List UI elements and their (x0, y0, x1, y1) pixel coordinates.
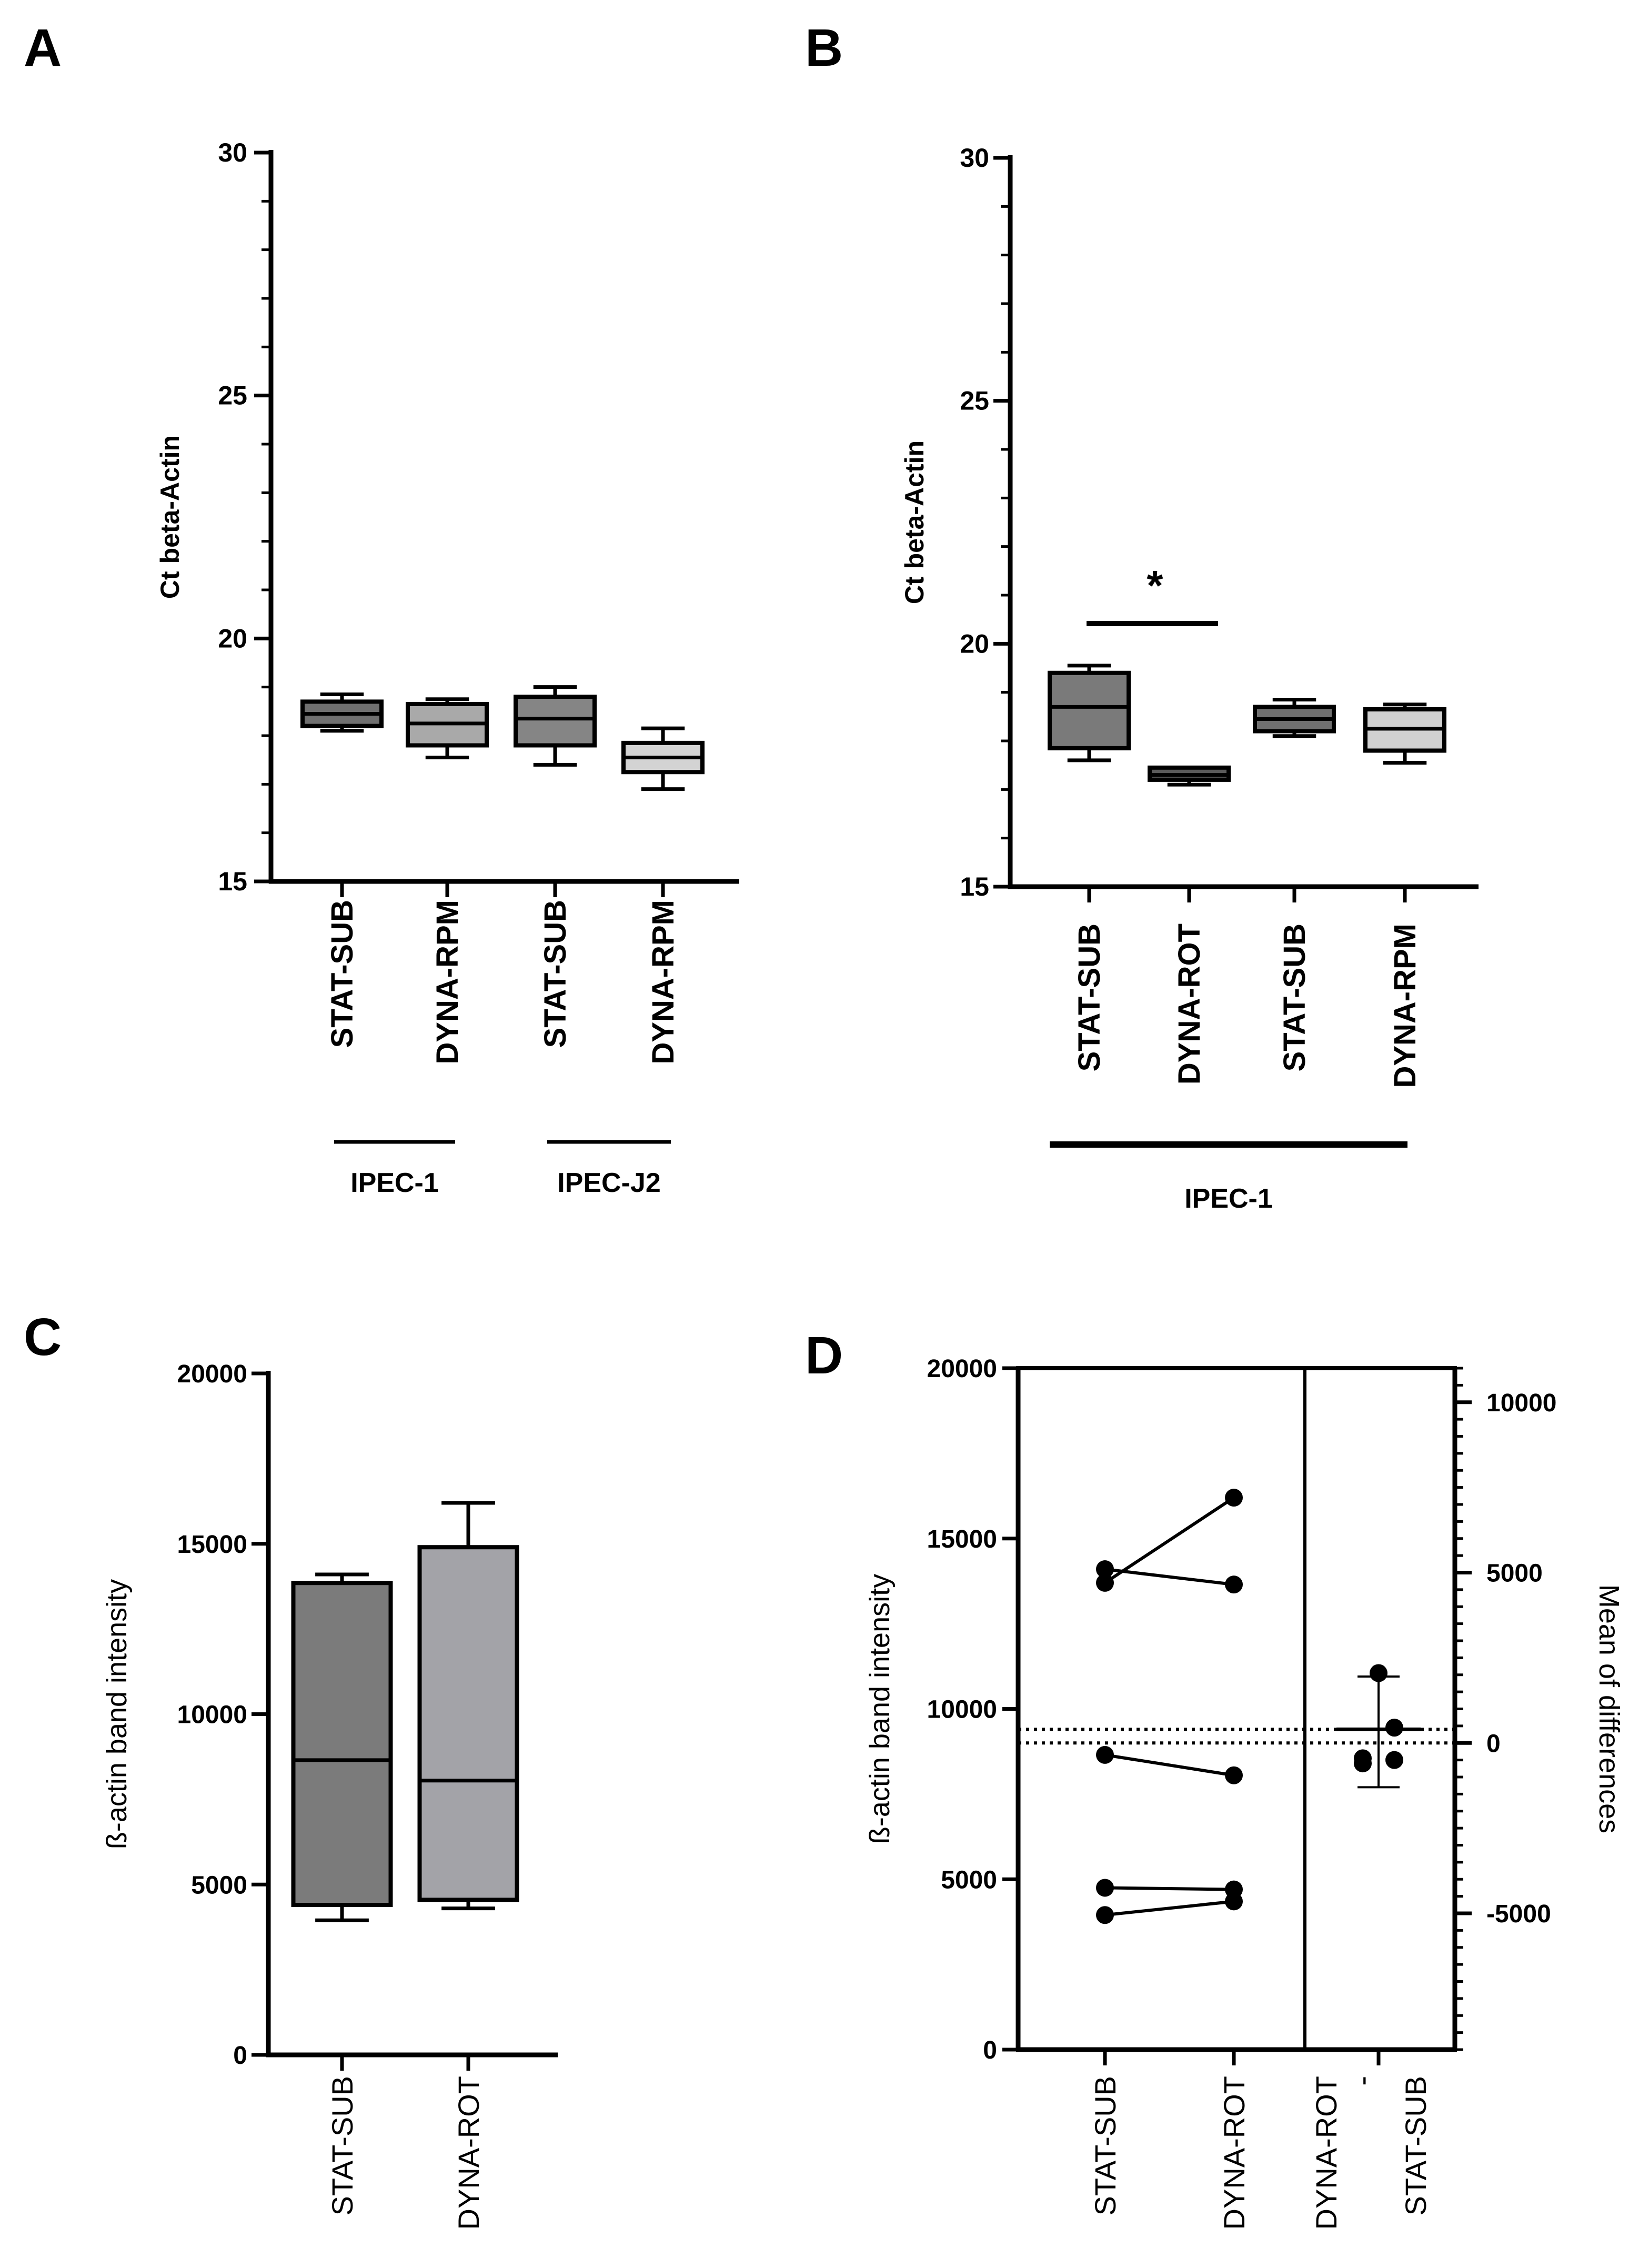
panel-d-point-dyna-rot (1225, 1575, 1243, 1594)
panel-d-right-tick-label: -5000 (1486, 1900, 1551, 1928)
panel-a-category-label: STAT-SUB (325, 900, 359, 1048)
panel-a-category-label: DYNA-RPM (646, 900, 680, 1065)
panel-a-tick-label: 25 (218, 381, 247, 410)
panel-d: 0 5000 10000 15000 20000 -5000 0 5000 10000 ß-act… (864, 1355, 1625, 2230)
panel-a-category-label: DYNA-RPM (430, 900, 465, 1065)
panel-d-tick-label: 15000 (927, 1526, 997, 1553)
panel-d-pair-line (1104, 1496, 1235, 1584)
panel-d-right-tick-label: 10000 (1486, 1389, 1556, 1417)
panel-d-difference-point (1354, 1754, 1372, 1773)
panel-b-tick-label: 25 (960, 386, 989, 416)
panel-d-right-axis-title: Mean of differences (1593, 1584, 1625, 1833)
panel-d-y-axis-title: ß-actin band intensity (864, 1574, 896, 1844)
panel-b-tick-label: 30 (960, 143, 989, 173)
panel-d-point-dyna-rot (1225, 1489, 1243, 1507)
panel-d-tick-label: 0 (983, 2036, 997, 2064)
panel-d-pair-line (1104, 1753, 1234, 1777)
panel-c-y-axis-title: ß-actin band intensity (101, 1579, 133, 1849)
panel-c-category-label: DYNA-ROT (452, 2076, 485, 2230)
panel-c-category-label: STAT-SUB (326, 2076, 359, 2216)
panel-a-box (514, 695, 597, 748)
panel-c-tick-label: 10000 (177, 1701, 247, 1729)
panel-b: 15 20 25 30 Ct beta-Actin STAT-SUB DYNA-ROT STA… (900, 143, 1479, 1214)
panel-b-group-label: IPEC-1 (1184, 1183, 1273, 1214)
panel-d-point-dyna-rot (1225, 1766, 1243, 1784)
panel-a-tick-label: 15 (218, 867, 247, 896)
panel-letter-c: C (24, 1308, 62, 1367)
panel-letter-a: A (24, 18, 62, 77)
panel-a-y-axis-title: Ct beta-Actin (155, 435, 185, 599)
panel-a-group-label: IPEC-J2 (557, 1168, 661, 1198)
panel-c-tick-label: 5000 (191, 1871, 247, 1899)
panel-d-pair-line (1104, 1568, 1234, 1587)
panel-d-diff-label-b: STAT-SUB (1399, 2076, 1432, 2216)
panel-c-tick-label: 15000 (177, 1531, 247, 1559)
panel-a-group-label: IPEC-1 (350, 1168, 439, 1198)
panel-b-box (1048, 670, 1131, 750)
panel-d-point-dyna-rot (1225, 1892, 1243, 1911)
panel-d-right-tick-label: 0 (1486, 1730, 1501, 1758)
panel-b-significance-label: * (1147, 562, 1163, 609)
panel-d-diff-label-a: DYNA-ROT (1310, 2076, 1343, 2230)
panel-d-point-stat-sub (1096, 1879, 1114, 1897)
panel-letter-b: B (805, 18, 843, 77)
panel-d-pair-line (1104, 1900, 1234, 1917)
panel-d-category-label: DYNA-ROT (1218, 2076, 1251, 2230)
panel-a: 15 20 25 30 Ct beta-Actin STAT-SUB DYNA-RPM STA… (155, 138, 739, 1198)
panel-a-tick-label: 30 (218, 138, 247, 167)
panel-d-point-stat-sub (1096, 1906, 1114, 1924)
panel-d-diff-label-minus: - (1345, 2076, 1379, 2086)
panel-d-tick-label: 10000 (927, 1696, 997, 1724)
panel-c-tick-label: 20000 (177, 1360, 247, 1388)
panel-c-box (417, 1545, 519, 1902)
panel-c: 0 5000 10000 15000 20000 ß-actin band intensi… (101, 1360, 558, 2230)
panel-d-point-stat-sub (1096, 1573, 1114, 1592)
panel-d-point-stat-sub (1096, 1745, 1114, 1764)
panel-d-tick-label: 5000 (941, 1866, 997, 1894)
panel-letter-d: D (805, 1326, 843, 1385)
panel-b-category-label: STAT-SUB (1278, 924, 1312, 1071)
panel-b-tick-label: 15 (960, 872, 989, 901)
panel-c-box (291, 1581, 393, 1908)
panel-d-tick-label: 20000 (927, 1355, 997, 1383)
panel-d-difference-point (1385, 1719, 1403, 1737)
panel-b-tick-label: 20 (960, 629, 989, 658)
panel-d-difference-point (1370, 1664, 1387, 1682)
panel-d-difference-point (1385, 1751, 1403, 1769)
panel-c-tick-label: 0 (233, 2042, 247, 2070)
panel-b-category-label: DYNA-RPM (1388, 924, 1422, 1088)
panel-b-y-axis-title: Ct beta-Actin (900, 440, 929, 604)
panel-b-category-label: DYNA-ROT (1172, 924, 1206, 1085)
panel-a-category-label: STAT-SUB (538, 900, 572, 1048)
panel-d-category-label: STAT-SUB (1089, 2076, 1122, 2216)
panel-d-right-tick-label: 5000 (1486, 1560, 1543, 1588)
panel-b-category-label: STAT-SUB (1072, 924, 1107, 1071)
panel-d-point-stat-sub (1096, 1560, 1114, 1579)
panel-a-tick-label: 20 (218, 624, 247, 653)
panel-d-pair-line (1104, 1886, 1234, 1891)
